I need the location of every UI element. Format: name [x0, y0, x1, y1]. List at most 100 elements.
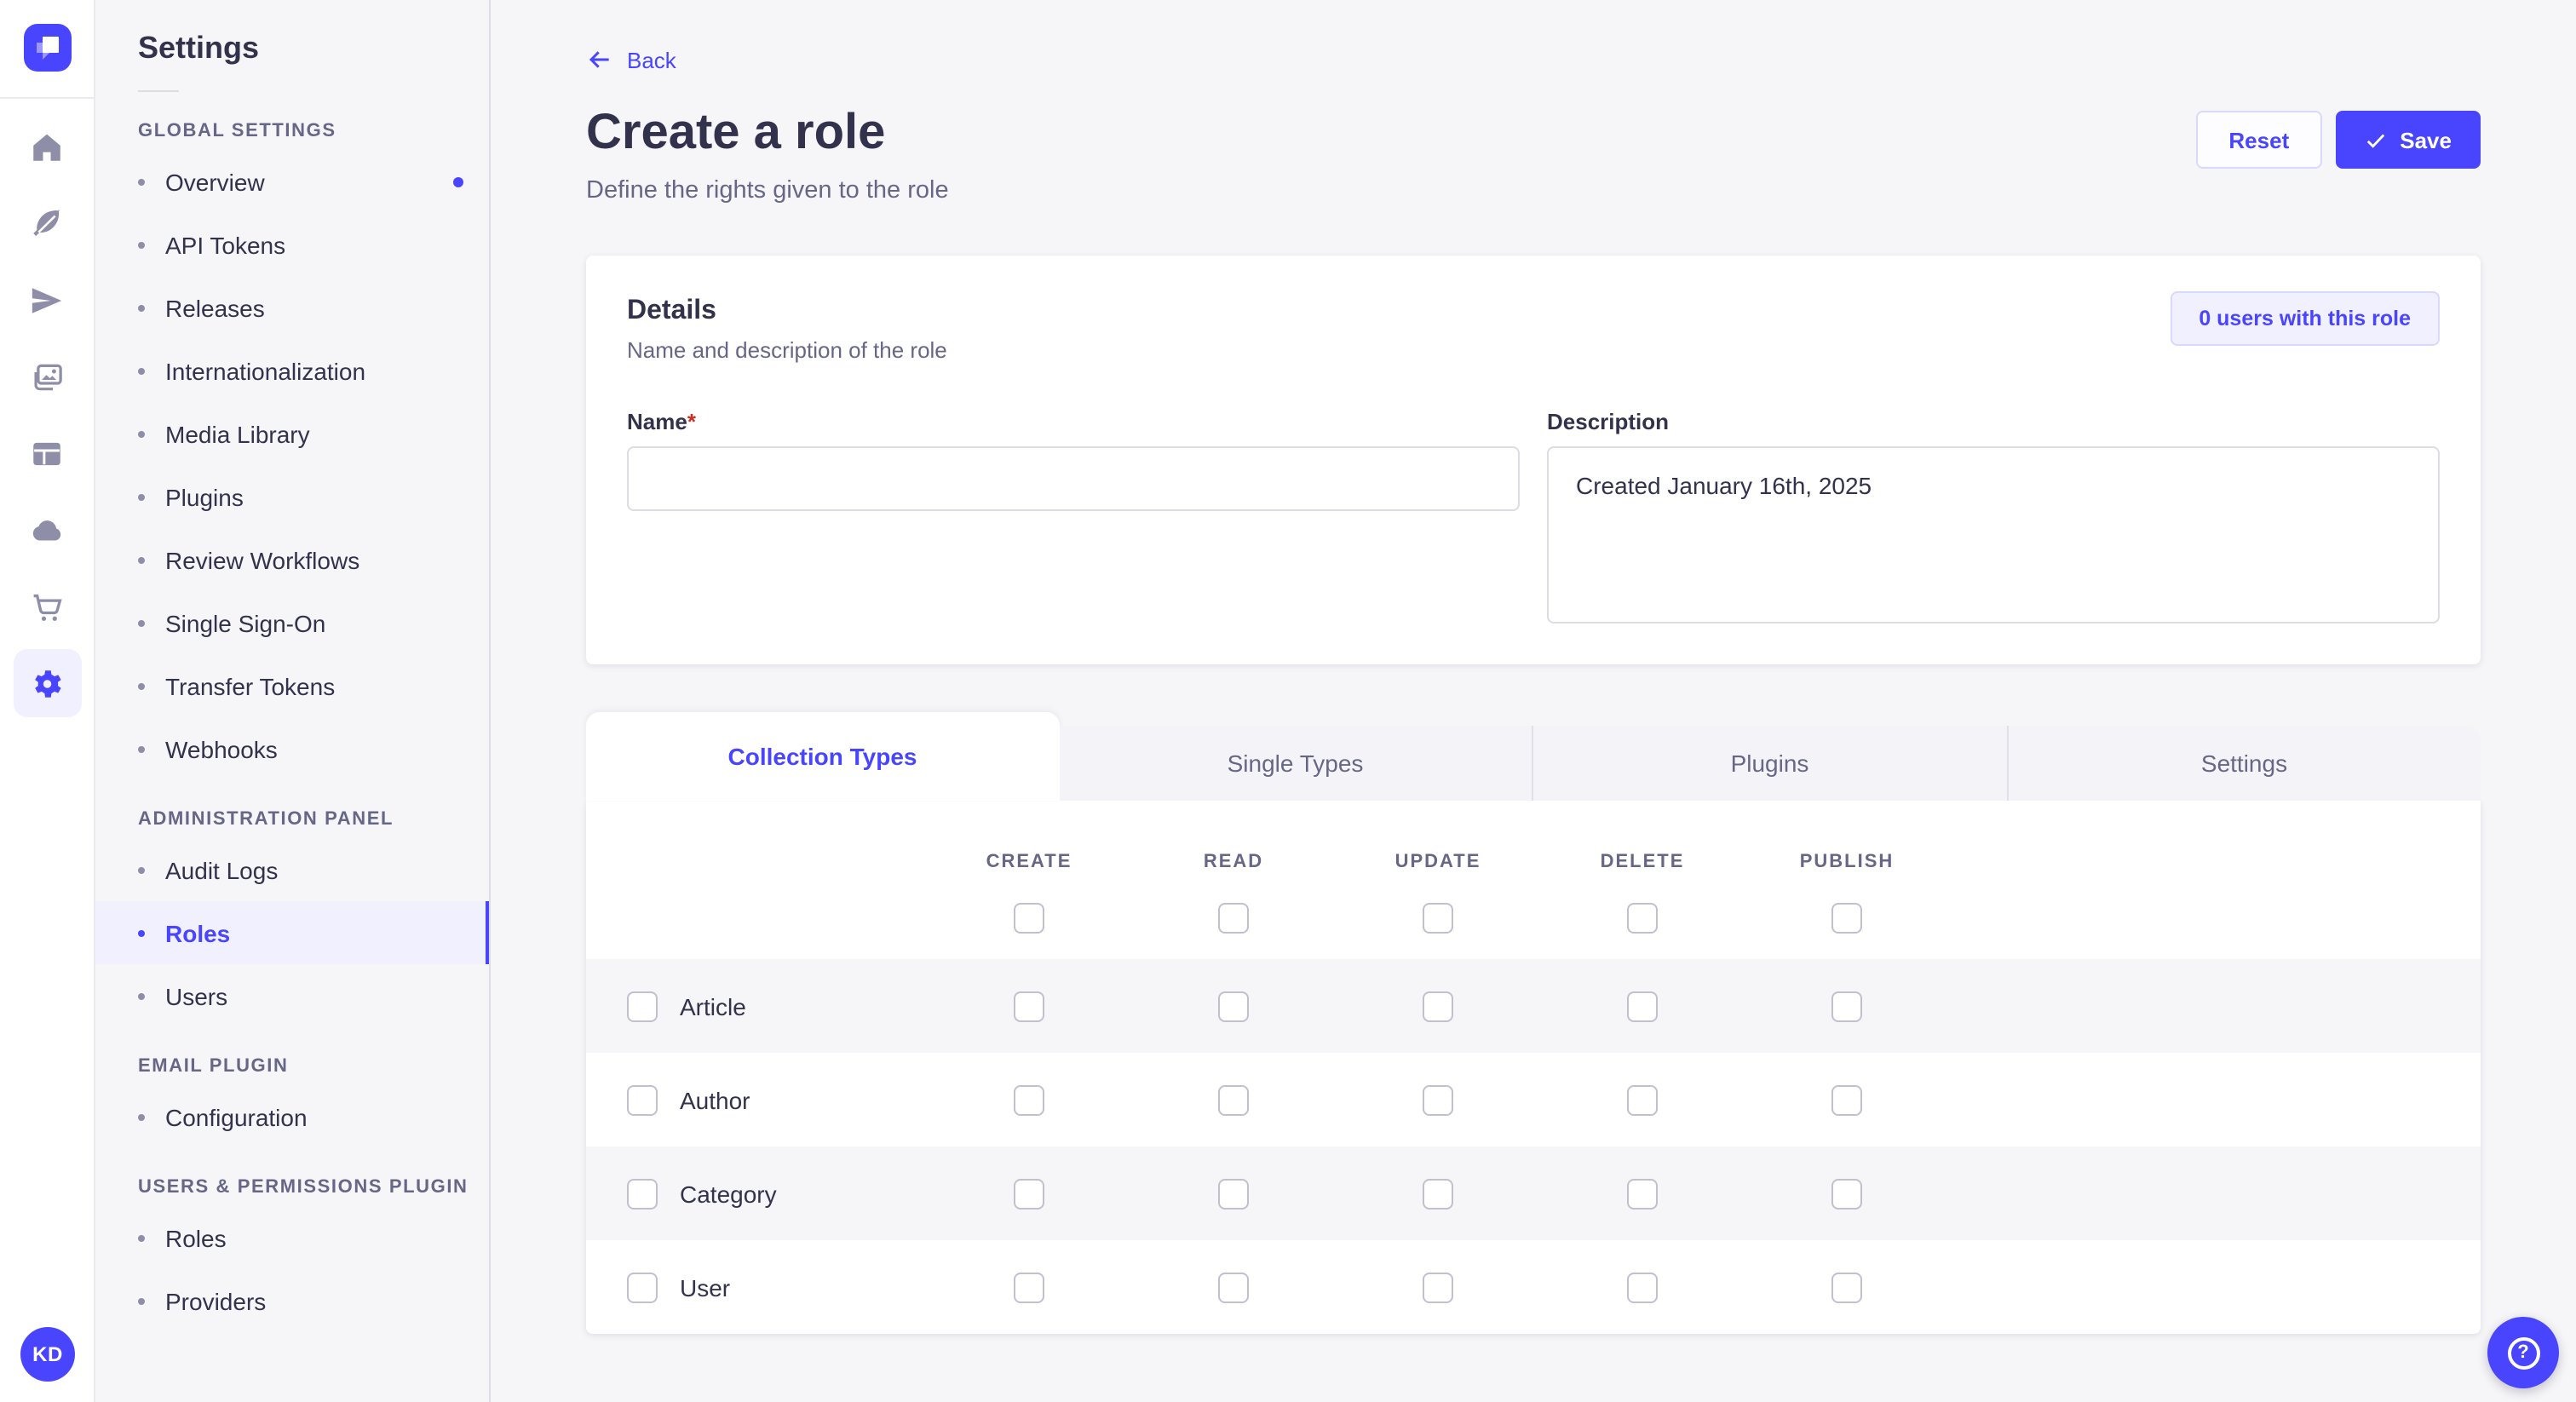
- row-label-cell: Author: [586, 1053, 927, 1146]
- header-actions: Reset Save: [2196, 111, 2481, 169]
- author-publish-checkbox[interactable]: [1831, 1084, 1862, 1115]
- article-update-checkbox[interactable]: [1423, 991, 1453, 1021]
- sidebar-item-overview[interactable]: Overview: [95, 150, 489, 213]
- author-read-checkbox[interactable]: [1218, 1084, 1249, 1115]
- sidebar-item-transfer-tokens[interactable]: Transfer Tokens: [95, 654, 489, 717]
- name-field-group: Name*: [627, 409, 1520, 623]
- user-avatar[interactable]: KD: [20, 1327, 75, 1382]
- category-read-checkbox[interactable]: [1218, 1178, 1249, 1209]
- table-row-article: Article: [586, 959, 2481, 1053]
- sidebar-item-providers[interactable]: Providers: [95, 1269, 489, 1332]
- layout-icon[interactable]: [13, 419, 81, 487]
- category-publish-checkbox[interactable]: [1831, 1178, 1862, 1209]
- article-publish-checkbox[interactable]: [1831, 991, 1862, 1021]
- column-header-read: READ: [1203, 852, 1264, 872]
- select-all-create-checkbox[interactable]: [1014, 902, 1044, 933]
- spacer-cell: [1949, 1240, 2481, 1334]
- cell: [1540, 1053, 1745, 1146]
- sidebar-item-webhooks[interactable]: Webhooks: [95, 717, 489, 780]
- cloud-icon[interactable]: [13, 496, 81, 564]
- sidebar-item-roles[interactable]: Roles: [95, 901, 489, 964]
- strapi-logo[interactable]: [23, 24, 71, 72]
- feather-icon[interactable]: [13, 189, 81, 257]
- main-content: Back Create a role Define the rights giv…: [491, 0, 2576, 1402]
- tab-single-types[interactable]: Single Types: [1059, 726, 1532, 801]
- article-read-checkbox[interactable]: [1218, 991, 1249, 1021]
- notification-dot-icon: [453, 176, 463, 187]
- select-all-delete-checkbox[interactable]: [1627, 902, 1658, 933]
- user-update-checkbox[interactable]: [1423, 1272, 1453, 1302]
- user-read-checkbox[interactable]: [1218, 1272, 1249, 1302]
- user-delete-checkbox[interactable]: [1627, 1272, 1658, 1302]
- home-icon[interactable]: [13, 112, 81, 181]
- sidebar-item-single-sign-on[interactable]: Single Sign-On: [95, 591, 489, 654]
- bullet-icon: [138, 1297, 145, 1304]
- permissions-table: CREATE READ UPDATE DELETE PUBLISH: [586, 801, 2481, 1334]
- sidebar-item-audit-logs[interactable]: Audit Logs: [95, 838, 489, 901]
- master-cell-create: [927, 876, 1131, 959]
- category-row-checkbox[interactable]: [627, 1178, 658, 1209]
- category-update-checkbox[interactable]: [1423, 1178, 1453, 1209]
- nav-rail: KD: [0, 0, 95, 1402]
- save-button[interactable]: Save: [2335, 111, 2481, 169]
- article-row-checkbox[interactable]: [627, 991, 658, 1021]
- sidebar-item-users[interactable]: Users: [95, 964, 489, 1027]
- sidebar-item-configuration[interactable]: Configuration: [95, 1085, 489, 1148]
- spacer-cell: [586, 801, 927, 876]
- permissions-tabs: Collection Types Single Types Plugins Se…: [586, 712, 2481, 801]
- name-input[interactable]: [627, 446, 1520, 511]
- article-create-checkbox[interactable]: [1014, 991, 1044, 1021]
- category-delete-checkbox[interactable]: [1627, 1178, 1658, 1209]
- users-with-role-badge[interactable]: 0 users with this role: [2170, 291, 2440, 346]
- category-create-checkbox[interactable]: [1014, 1178, 1044, 1209]
- sidebar-item-label: Review Workflows: [165, 546, 360, 573]
- spacer-cell: [1949, 1053, 2481, 1146]
- sidebar-item-label: API Tokens: [165, 231, 286, 258]
- author-update-checkbox[interactable]: [1423, 1084, 1453, 1115]
- user-create-checkbox[interactable]: [1014, 1272, 1044, 1302]
- select-all-publish-checkbox[interactable]: [1831, 902, 1862, 933]
- cart-icon[interactable]: [13, 572, 81, 641]
- select-all-read-checkbox[interactable]: [1218, 902, 1249, 933]
- paper-plane-icon[interactable]: [13, 266, 81, 334]
- row-label-cell: Category: [586, 1146, 927, 1240]
- tab-settings[interactable]: Settings: [2006, 726, 2481, 801]
- arrow-left-icon: [589, 51, 609, 68]
- sidebar-item-label: Audit Logs: [165, 856, 279, 883]
- user-row-checkbox[interactable]: [627, 1272, 658, 1302]
- sidebar-item-up-roles[interactable]: Roles: [95, 1206, 489, 1269]
- global-settings-list: Overview API Tokens Releases Internation…: [95, 150, 489, 780]
- tab-plugins[interactable]: Plugins: [1532, 726, 2006, 801]
- help-icon: ?: [2507, 1336, 2539, 1369]
- cell: [1336, 959, 1540, 1053]
- media-icon[interactable]: [13, 342, 81, 411]
- page-subtitle: Define the rights given to the role: [586, 177, 949, 204]
- cell: [1745, 1146, 1949, 1240]
- back-label: Back: [627, 47, 676, 72]
- sidebar-item-label: Overview: [165, 168, 265, 195]
- description-textarea[interactable]: Created January 16th, 2025: [1547, 446, 2440, 623]
- sidebar-item-label: Internationalization: [165, 357, 366, 384]
- author-create-checkbox[interactable]: [1014, 1084, 1044, 1115]
- author-delete-checkbox[interactable]: [1627, 1084, 1658, 1115]
- sidebar-item-media-library[interactable]: Media Library: [95, 402, 489, 465]
- gear-icon[interactable]: [13, 649, 81, 717]
- section-administration-panel: ADMINISTRATION PANEL: [138, 809, 394, 830]
- back-link[interactable]: Back: [586, 46, 676, 73]
- sidebar-item-review-workflows[interactable]: Review Workflows: [95, 528, 489, 591]
- article-delete-checkbox[interactable]: [1627, 991, 1658, 1021]
- sidebar-item-plugins[interactable]: Plugins: [95, 465, 489, 528]
- cell: [1131, 959, 1336, 1053]
- select-all-update-checkbox[interactable]: [1423, 902, 1453, 933]
- sidebar-item-releases[interactable]: Releases: [95, 276, 489, 339]
- sidebar-item-internationalization[interactable]: Internationalization: [95, 339, 489, 402]
- tab-collection-types[interactable]: Collection Types: [586, 712, 1059, 801]
- sidebar-item-label: Releases: [165, 294, 265, 321]
- sidebar-item-api-tokens[interactable]: API Tokens: [95, 213, 489, 276]
- help-button[interactable]: ?: [2487, 1317, 2559, 1388]
- author-row-checkbox[interactable]: [627, 1084, 658, 1115]
- row-label: Author: [680, 1086, 750, 1113]
- user-publish-checkbox[interactable]: [1831, 1272, 1862, 1302]
- reset-button[interactable]: Reset: [2196, 111, 2322, 169]
- page-header-text: Create a role Define the rights given to…: [586, 106, 949, 204]
